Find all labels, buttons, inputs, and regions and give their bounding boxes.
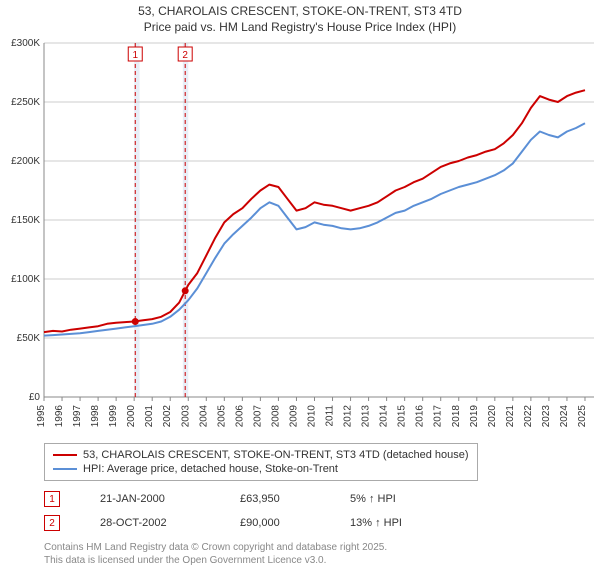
legend: 53, CHAROLAIS CRESCENT, STOKE-ON-TRENT, …: [44, 443, 478, 481]
marker-delta: 13% ↑ HPI: [350, 517, 430, 529]
y-tick-label: £150K: [11, 215, 40, 226]
x-tick-label: 1996: [54, 405, 65, 428]
marker-badge-label: 2: [182, 50, 188, 61]
chart-title: 53, CHAROLAIS CRESCENT, STOKE-ON-TRENT, …: [0, 0, 600, 37]
marker-badge-label: 1: [132, 50, 138, 61]
marker-date: 28-OCT-2002: [100, 517, 200, 529]
x-tick-label: 2003: [180, 405, 191, 428]
x-tick-label: 2013: [361, 405, 372, 428]
marker-row: 1 21-JAN-2000 £63,950 5% ↑ HPI: [44, 487, 600, 511]
x-tick-label: 2000: [126, 405, 137, 428]
title-line2: Price paid vs. HM Land Registry's House …: [0, 20, 600, 36]
chart-area: £0 £50K £100K £150K £200K £250K £300K 1995 1996 1…: [0, 37, 600, 437]
y-tick-label: £250K: [11, 97, 40, 108]
x-tick-label: 1999: [108, 405, 119, 428]
x-tick-label: 2009: [288, 405, 299, 428]
marker-row-badge: 2: [44, 515, 60, 531]
marker-price: £90,000: [240, 517, 310, 529]
footer-line2: This data is licensed under the Open Gov…: [44, 554, 600, 567]
x-tick-label: 2014: [379, 405, 390, 428]
marker-delta: 5% ↑ HPI: [350, 493, 430, 505]
legend-row: HPI: Average price, detached house, Stok…: [53, 462, 469, 476]
y-tick-label: £300K: [11, 38, 40, 49]
x-tick-label: 2005: [216, 405, 227, 428]
legend-label: HPI: Average price, detached house, Stok…: [83, 463, 338, 475]
y-tick-label: £100K: [11, 274, 40, 285]
chart-svg: £0 £50K £100K £150K £200K £250K £300K 1995 1996 1…: [0, 37, 600, 437]
legend-swatch: [53, 454, 77, 456]
x-tick-label: 2018: [451, 405, 462, 428]
title-line1: 53, CHAROLAIS CRESCENT, STOKE-ON-TRENT, …: [0, 4, 600, 20]
x-tick-label: 2025: [577, 405, 588, 428]
footer: Contains HM Land Registry data © Crown c…: [44, 541, 600, 567]
x-tick-label: 2017: [433, 405, 444, 428]
x-tick-label: 2023: [541, 405, 552, 428]
x-tick-label: 1995: [36, 405, 47, 428]
y-tick-label: £200K: [11, 156, 40, 167]
x-tick-label: 2015: [397, 405, 408, 428]
x-tick-label: 2002: [162, 405, 173, 428]
x-tick-label: 2006: [234, 405, 245, 428]
footer-line1: Contains HM Land Registry data © Crown c…: [44, 541, 600, 554]
y-tick-label: £0: [29, 392, 41, 403]
legend-swatch: [53, 468, 77, 470]
marker-table: 1 21-JAN-2000 £63,950 5% ↑ HPI 2 28-OCT-2002 £…: [44, 487, 600, 535]
x-tick-label: 1997: [72, 405, 83, 428]
x-tick-label: 2020: [487, 405, 498, 428]
marker-row: 2 28-OCT-2002 £90,000 13% ↑ HPI: [44, 511, 600, 535]
x-tick-label: 2011: [325, 405, 336, 427]
marker-price: £63,950: [240, 493, 310, 505]
marker-date: 21-JAN-2000: [100, 493, 200, 505]
x-tick-label: 1998: [90, 405, 101, 428]
x-tick-label: 2004: [198, 405, 209, 428]
x-tick-label: 2022: [523, 405, 534, 428]
x-tick-label: 2008: [270, 405, 281, 428]
x-tick-label: 2007: [252, 405, 263, 428]
x-tick-label: 2024: [559, 405, 570, 428]
x-tick-label: 2012: [343, 405, 354, 428]
y-tick-label: £50K: [17, 333, 41, 344]
x-tick-label: 2019: [469, 405, 480, 428]
x-tick-label: 2001: [144, 405, 155, 428]
x-tick-label: 2021: [505, 405, 516, 428]
x-tick-label: 2016: [415, 405, 426, 428]
x-tick-label: 2010: [306, 405, 317, 428]
legend-label: 53, CHAROLAIS CRESCENT, STOKE-ON-TRENT, …: [83, 449, 469, 461]
marker-row-badge: 1: [44, 491, 60, 507]
legend-row: 53, CHAROLAIS CRESCENT, STOKE-ON-TRENT, …: [53, 448, 469, 462]
